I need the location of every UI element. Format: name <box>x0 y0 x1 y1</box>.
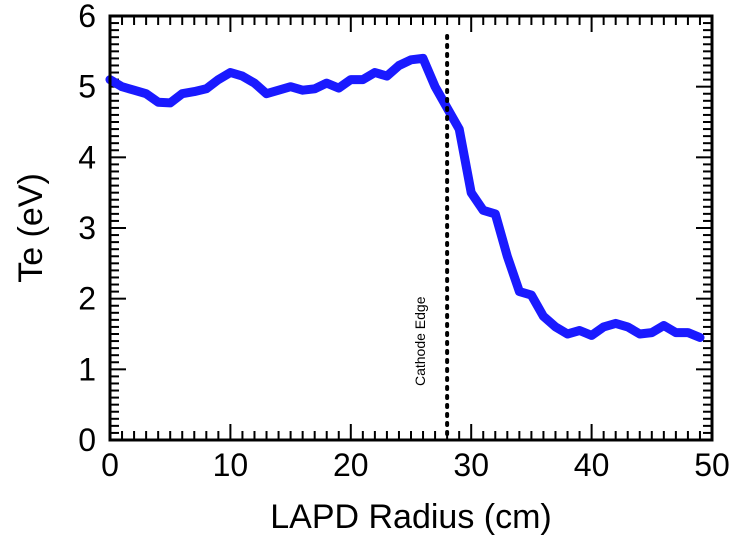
y-tick-label: 5 <box>78 69 96 105</box>
y-tick-label: 3 <box>78 210 96 246</box>
cathode-edge-label: Cathode Edge <box>412 296 428 386</box>
x-tick-label: 40 <box>574 447 610 483</box>
x-tick-label: 20 <box>333 447 369 483</box>
tick-labels-layer: 0 10 20 30 40 50 0 1 2 3 4 5 6 <box>78 0 730 483</box>
ticks-layer <box>109 15 713 441</box>
y-tick-label: 2 <box>78 281 96 317</box>
series-line <box>105 53 705 342</box>
plot-frame <box>108 14 714 442</box>
x-tick-label: 10 <box>213 447 249 483</box>
x-tick-label: 50 <box>694 447 730 483</box>
y-tick-label: 1 <box>78 351 96 387</box>
x-tick-label: 0 <box>101 447 119 483</box>
x-axis-label: LAPD Radius (cm) <box>270 498 552 536</box>
y-tick-label: 4 <box>78 139 96 175</box>
y-tick-label: 0 <box>78 422 96 458</box>
y-tick-label: 6 <box>78 0 96 34</box>
x-tick-label: 30 <box>453 447 489 483</box>
y-axis-label: Te (eV) <box>12 173 50 283</box>
